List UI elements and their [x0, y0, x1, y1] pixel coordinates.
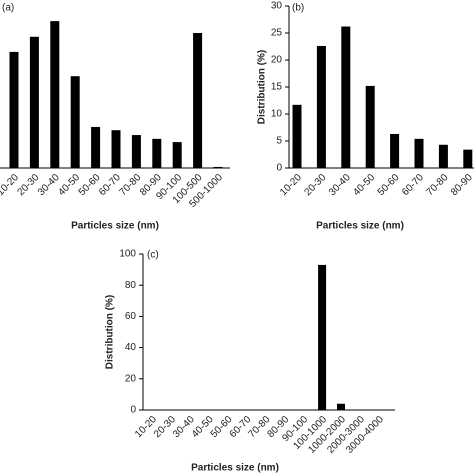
- bar: [365, 85, 375, 168]
- bar: [70, 76, 80, 168]
- x-tick-label: 20-30: [303, 172, 329, 198]
- x-tick-label: 70-80: [425, 172, 451, 198]
- x-tick-label: 60-70: [97, 172, 123, 198]
- x-tick-label: 20-30: [16, 172, 42, 198]
- y-tick-label: 20: [271, 55, 283, 66]
- bar: [172, 142, 182, 168]
- bar: [29, 36, 39, 168]
- bar: [341, 26, 351, 168]
- bar: [152, 138, 162, 168]
- x-tick-label: 80-90: [449, 172, 474, 198]
- x-axis-label: Particles size (nm): [191, 463, 279, 474]
- y-tick-label: 15: [271, 82, 283, 93]
- chart-title: (b): [292, 3, 304, 14]
- x-axis-label: Particles size (nm): [71, 221, 159, 232]
- x-tick-label: 50-60: [376, 172, 402, 198]
- y-tick-label: 25: [271, 28, 283, 39]
- bar: [131, 135, 141, 168]
- x-tick-label: 30-40: [327, 172, 353, 198]
- y-tick-label: 80: [125, 280, 137, 291]
- y-axis-label: Distribution (%): [257, 50, 268, 124]
- y-tick-label: 30: [271, 1, 283, 12]
- bar: [463, 149, 473, 168]
- y-tick-label: 10: [271, 109, 283, 120]
- bar: [318, 264, 327, 410]
- bar: [193, 33, 203, 168]
- y-tick-label: 60: [125, 311, 137, 322]
- x-tick-label: 40-50: [351, 172, 377, 198]
- bar: [111, 130, 121, 168]
- chart-title: (a): [2, 3, 14, 14]
- bar: [9, 51, 19, 168]
- y-axis-label: Distribution (%): [105, 295, 116, 369]
- y-tick-label: 100: [119, 249, 136, 260]
- y-tick-label: 5: [276, 136, 282, 147]
- y-tick-label: 0: [276, 163, 282, 174]
- bar: [292, 104, 302, 168]
- x-axis-label: Particles size (nm): [316, 221, 404, 232]
- y-tick-label: 40: [125, 342, 137, 353]
- x-tick-label: 50-60: [77, 172, 103, 198]
- x-tick-label: 30-40: [36, 172, 62, 198]
- bar: [91, 126, 101, 168]
- bar: [414, 138, 424, 168]
- x-tick-label: 60-70: [400, 172, 426, 198]
- x-tick-label: 10-20: [278, 172, 304, 198]
- x-tick-label: 40-50: [56, 172, 82, 198]
- bar: [438, 144, 448, 168]
- bar: [390, 133, 400, 168]
- bar: [213, 166, 223, 168]
- chart-title: (c): [147, 250, 159, 261]
- bar: [337, 403, 345, 410]
- y-tick-label: 0: [130, 405, 136, 416]
- bar: [316, 45, 326, 168]
- y-tick-label: 20: [125, 373, 137, 384]
- x-tick-label: 70-80: [118, 172, 144, 198]
- bar: [50, 21, 60, 169]
